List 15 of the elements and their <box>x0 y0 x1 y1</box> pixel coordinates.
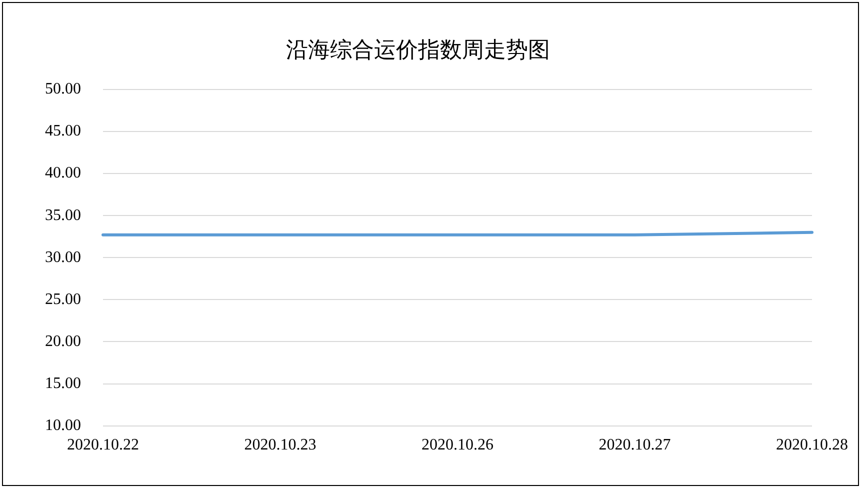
y-tick-label: 40.00 <box>45 164 81 182</box>
x-tick-label: 2020.10.28 <box>776 436 848 454</box>
chart-title: 沿海综合运价指数周走势图 <box>286 36 550 62</box>
y-tick-label: 20.00 <box>45 332 81 350</box>
y-tick-label: 50.00 <box>45 80 81 98</box>
y-tick-label: 15.00 <box>45 374 81 392</box>
x-tick-label: 2020.10.27 <box>598 436 671 454</box>
x-tick-label: 2020.10.26 <box>422 436 494 454</box>
y-tick-label: 10.00 <box>45 417 81 434</box>
y-tick-label: 30.00 <box>45 248 81 266</box>
x-tick-label: 2020.10.22 <box>67 436 139 454</box>
y-tick-label: 35.00 <box>45 206 81 224</box>
x-tick-label: 2020.10.23 <box>244 436 316 454</box>
y-tick-label: 25.00 <box>45 290 81 308</box>
y-tick-label: 45.00 <box>45 122 81 140</box>
